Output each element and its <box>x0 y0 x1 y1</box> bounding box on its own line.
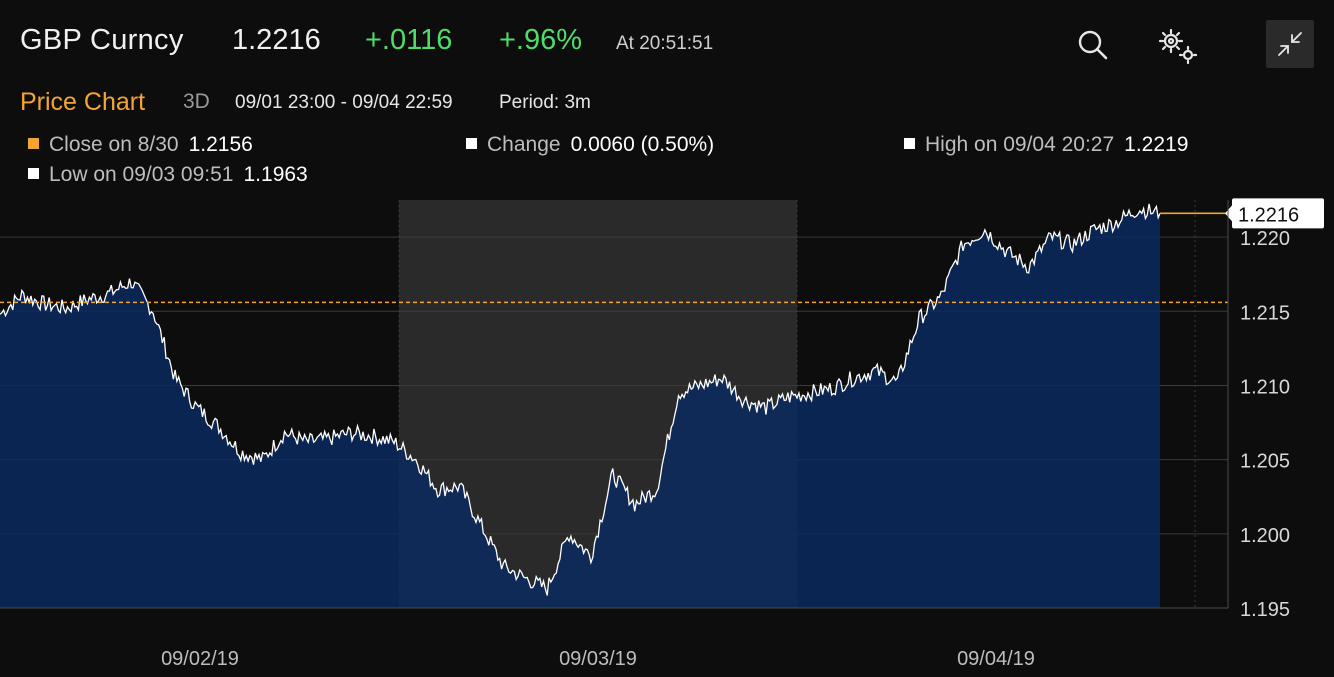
y-tick-label: 1.205 <box>1240 451 1290 473</box>
y-tick-label: 1.220 <box>1240 228 1290 250</box>
y-tick-label: 1.195 <box>1240 599 1290 621</box>
price-area <box>0 203 1160 608</box>
last-price-tag <box>1232 198 1324 229</box>
legend-change: Change 0.0060 (0.50%) <box>466 133 714 157</box>
y-tick-label: 1.200 <box>1240 525 1290 547</box>
range-selector[interactable]: 3D <box>183 90 210 113</box>
search-icon <box>1078 30 1108 60</box>
gears-icon <box>1158 28 1198 65</box>
y-tick-label: 1.210 <box>1240 376 1290 398</box>
legend-low: Low on 09/03 09:51 1.1963 <box>28 163 308 187</box>
percent-change: +.96% <box>499 24 583 56</box>
date-range: 09/01 23:00 - 09/04 22:59 <box>235 92 453 113</box>
last-price-label: 1.2216 <box>1238 204 1299 226</box>
legend-value: 1.2156 <box>188 133 253 156</box>
legend-value: 1.1963 <box>243 163 308 186</box>
legend-label: Change <box>487 133 561 156</box>
legend-label: Close on 8/30 <box>49 133 179 156</box>
net-change: +.0116 <box>365 24 453 56</box>
settings-button[interactable] <box>1152 20 1200 68</box>
collapse-arrows-icon <box>1278 32 1302 56</box>
symbol-title: GBP Curncy <box>20 24 184 56</box>
x-tick-label: 09/03/19 <box>559 648 637 670</box>
search-button[interactable] <box>1068 20 1116 68</box>
legend-swatch-close <box>28 138 39 149</box>
chart-title: Price Chart <box>20 88 146 116</box>
period-label: Period: 3m <box>499 92 591 113</box>
legend-label: Low on 09/03 09:51 <box>49 163 234 186</box>
legend-label: High on 09/04 20:27 <box>925 133 1115 156</box>
y-tick-label: 1.215 <box>1240 302 1290 324</box>
legend-value: 1.2219 <box>1124 133 1189 156</box>
last-price: 1.2216 <box>232 24 321 56</box>
legend-swatch-high <box>904 138 915 149</box>
legend-swatch-low <box>28 168 39 179</box>
price-line <box>0 203 1161 596</box>
legend-value: 0.0060 (0.50%) <box>570 133 715 156</box>
legend-swatch-change <box>466 138 477 149</box>
collapse-button[interactable] <box>1266 20 1314 68</box>
legend-close: Close on 8/30 1.2156 <box>28 133 253 157</box>
x-tick-label: 09/04/19 <box>957 648 1035 670</box>
timestamp: At 20:51:51 <box>616 33 714 54</box>
legend-high: High on 09/04 20:27 1.2219 <box>904 133 1188 157</box>
x-tick-label: 09/02/19 <box>161 648 239 670</box>
